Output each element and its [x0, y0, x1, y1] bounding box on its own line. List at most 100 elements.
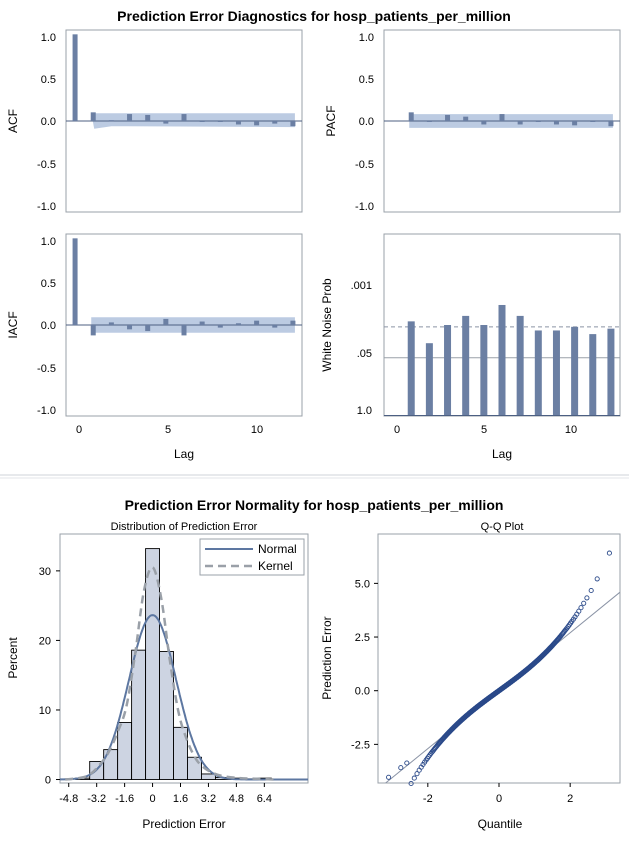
qq-point	[588, 587, 594, 594]
pacf-bar	[590, 121, 596, 122]
qq-point	[398, 765, 404, 771]
white-noise-y-tick: .05	[357, 348, 372, 360]
qq-point	[594, 576, 600, 582]
white-noise-bar	[516, 315, 524, 415]
iacf-y-ticks: 1.0 0.5 0.0 -0.5 -1.0	[37, 236, 56, 417]
pacf-bar	[499, 114, 505, 121]
white-noise-x-tick: 5	[481, 424, 487, 436]
histogram-x-tick: 0	[150, 793, 156, 805]
iacf-bar	[217, 325, 223, 328]
white-noise-x-ticks: 0 5 10	[394, 424, 577, 436]
white-noise-x-tick: 10	[565, 424, 577, 436]
histogram-legend	[199, 538, 305, 576]
normality-title: Prediction Error Normality for hosp_pati…	[125, 497, 504, 513]
iacf-y-tick: -0.5	[37, 363, 56, 375]
iacf-y-label: IACF	[6, 311, 20, 338]
kernel-curve	[65, 566, 275, 781]
iacf-y-tick: 0.5	[41, 278, 56, 290]
pacf-bar	[608, 121, 614, 127]
histogram-bar	[117, 722, 133, 780]
acf-bar	[199, 121, 205, 122]
histogram-frame	[59, 533, 309, 784]
acf-y-tick: -0.5	[37, 159, 56, 171]
acf-panel: 1.0 0.5 0.0 -0.5 -1.0 ACF	[6, 29, 303, 213]
white-noise-y-ticks: .001 .05 1.0	[351, 280, 372, 417]
acf-bar	[145, 114, 151, 121]
histogram-bar	[173, 726, 188, 780]
white-noise-bar	[407, 321, 415, 415]
legend-normal-label: Normal	[258, 542, 297, 556]
histogram-bar	[131, 649, 147, 780]
iacf-bar	[72, 238, 78, 325]
histogram-bar	[187, 756, 202, 780]
acf-bar	[108, 120, 114, 122]
qq-y-tick: 0.0	[355, 686, 370, 698]
acf-y-tick: 0.0	[41, 116, 56, 128]
qq-point	[411, 775, 417, 781]
pacf-y-tick: 0.5	[359, 74, 374, 86]
white-noise-bar	[498, 304, 506, 415]
white-noise-bar	[534, 330, 542, 415]
white-noise-bar	[444, 325, 452, 415]
histogram-x-tick: 3.2	[201, 793, 216, 805]
pacf-bar	[426, 121, 432, 122]
histogram-y-tick: 10	[39, 705, 51, 717]
acf-bar	[217, 121, 223, 122]
pacf-bar	[535, 121, 541, 122]
histogram-x-tick: 6.4	[257, 793, 272, 805]
white-noise-bar	[480, 325, 488, 415]
qq-y-tick: 2.5	[355, 632, 370, 644]
pacf-y-ticks: 1.0 0.5 0.0 -0.5 -1.0	[355, 32, 374, 213]
iacf-x-tick: 10	[251, 424, 263, 436]
acf-bar	[163, 121, 169, 124]
histogram-y-tick: 30	[39, 566, 51, 578]
iacf-y-tick: -1.0	[37, 405, 56, 417]
white-noise-x-label: Lag	[492, 447, 512, 461]
white-noise-bar	[425, 343, 433, 415]
qq-point	[576, 608, 582, 614]
acf-bar	[181, 114, 187, 121]
qq-x-label: Quantile	[478, 817, 523, 831]
pacf-panel: 1.0 0.5 0.0 -0.5 -1.0 PACF	[324, 29, 621, 213]
qq-point	[414, 771, 420, 777]
qq-y-tick: -2.5	[351, 739, 370, 751]
iacf-bar	[290, 320, 296, 325]
pacf-bar	[517, 121, 523, 125]
histogram-y-label: Percent	[6, 637, 20, 679]
acf-y-tick: -1.0	[37, 201, 56, 213]
pacf-y-tick: 1.0	[359, 32, 374, 44]
pacf-y-tick: -0.5	[355, 159, 374, 171]
pacf-bar	[463, 116, 469, 121]
acf-y-label: ACF	[6, 109, 20, 133]
qq-x-tick: 0	[496, 793, 502, 805]
iacf-y-tick: 1.0	[41, 236, 56, 248]
pacf-y-label: PACF	[324, 105, 338, 136]
qq-point	[606, 550, 612, 556]
acf-y-tick: 0.5	[41, 74, 56, 86]
pacf-bar	[481, 121, 487, 125]
iacf-bar	[108, 322, 114, 325]
white-noise-x-tick: 0	[394, 424, 400, 436]
iacf-bar	[145, 325, 151, 332]
qq-frame	[377, 533, 621, 784]
iacf-x-ticks: 0 5 10	[76, 424, 263, 436]
acf-bar	[90, 112, 96, 121]
histogram-x-tick: -3.2	[87, 793, 106, 805]
acf-y-tick: 1.0	[41, 32, 56, 44]
histogram-y-tick: 20	[39, 635, 51, 647]
histogram-x-tick: -1.6	[115, 793, 134, 805]
pacf-y-tick: -1.0	[355, 201, 374, 213]
pacf-bar	[408, 112, 414, 121]
qq-point	[404, 760, 410, 766]
histogram-x-label: Prediction Error	[142, 817, 225, 831]
qq-point	[578, 605, 584, 611]
histogram-bar	[201, 773, 216, 780]
acf-bar	[290, 121, 296, 127]
white-noise-bar	[462, 315, 470, 415]
white-noise-y-label: White Noise Prob	[320, 278, 334, 372]
iacf-bar	[235, 323, 241, 325]
histogram-y-tick: 0	[45, 775, 51, 787]
acf-bar	[235, 121, 241, 125]
qq-point	[584, 595, 590, 601]
histogram-x-tick: -4.8	[59, 793, 78, 805]
